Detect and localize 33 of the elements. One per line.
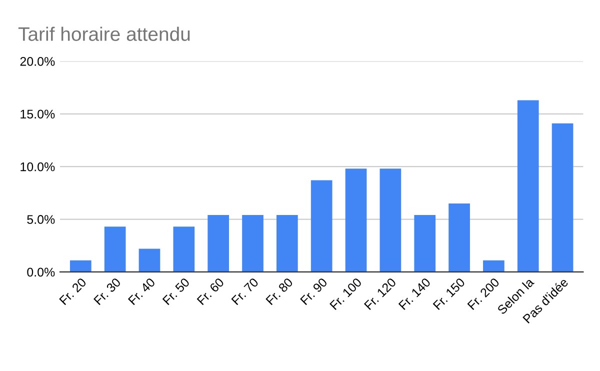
bar bbox=[276, 215, 298, 272]
x-tick-label: Fr. 20 bbox=[59, 277, 87, 306]
y-tick-label: 5.0% bbox=[27, 215, 55, 224]
x-tick-label: Fr. 90 bbox=[300, 277, 328, 306]
bar bbox=[483, 260, 504, 272]
bar bbox=[552, 123, 574, 272]
x-tick-label: Fr. 30 bbox=[93, 277, 122, 306]
bar bbox=[517, 100, 539, 272]
bar bbox=[345, 168, 367, 272]
bar bbox=[310, 180, 332, 272]
bar bbox=[380, 168, 402, 272]
x-tick-label: Fr. 140 bbox=[398, 277, 432, 310]
bar bbox=[138, 248, 160, 272]
x-tick-label: Fr. 80 bbox=[266, 277, 294, 306]
x-tick-label: Fr. 50 bbox=[162, 277, 190, 306]
x-tick-label: Fr. 100 bbox=[329, 277, 362, 310]
x-tick-label: Fr. 120 bbox=[364, 277, 397, 310]
bar bbox=[173, 226, 195, 272]
bar bbox=[242, 215, 264, 272]
bar bbox=[208, 215, 230, 272]
y-tick-label: 0.0% bbox=[27, 268, 55, 277]
x-tick-label: Fr. 60 bbox=[196, 277, 224, 306]
x-tick-label: Fr. 70 bbox=[231, 277, 259, 306]
y-tick-label: 15.0% bbox=[20, 110, 55, 119]
x-tick-label: Fr. 150 bbox=[432, 277, 466, 310]
bar bbox=[104, 226, 126, 272]
y-tick-label: 10.0% bbox=[20, 162, 55, 172]
x-tick-label: Fr. 40 bbox=[128, 277, 156, 306]
bar bbox=[414, 215, 436, 272]
y-tick-label: 20.0% bbox=[20, 57, 55, 66]
bar bbox=[448, 203, 470, 272]
chart-title: Tarif horaire attendu bbox=[18, 26, 190, 41]
bar bbox=[70, 260, 92, 272]
